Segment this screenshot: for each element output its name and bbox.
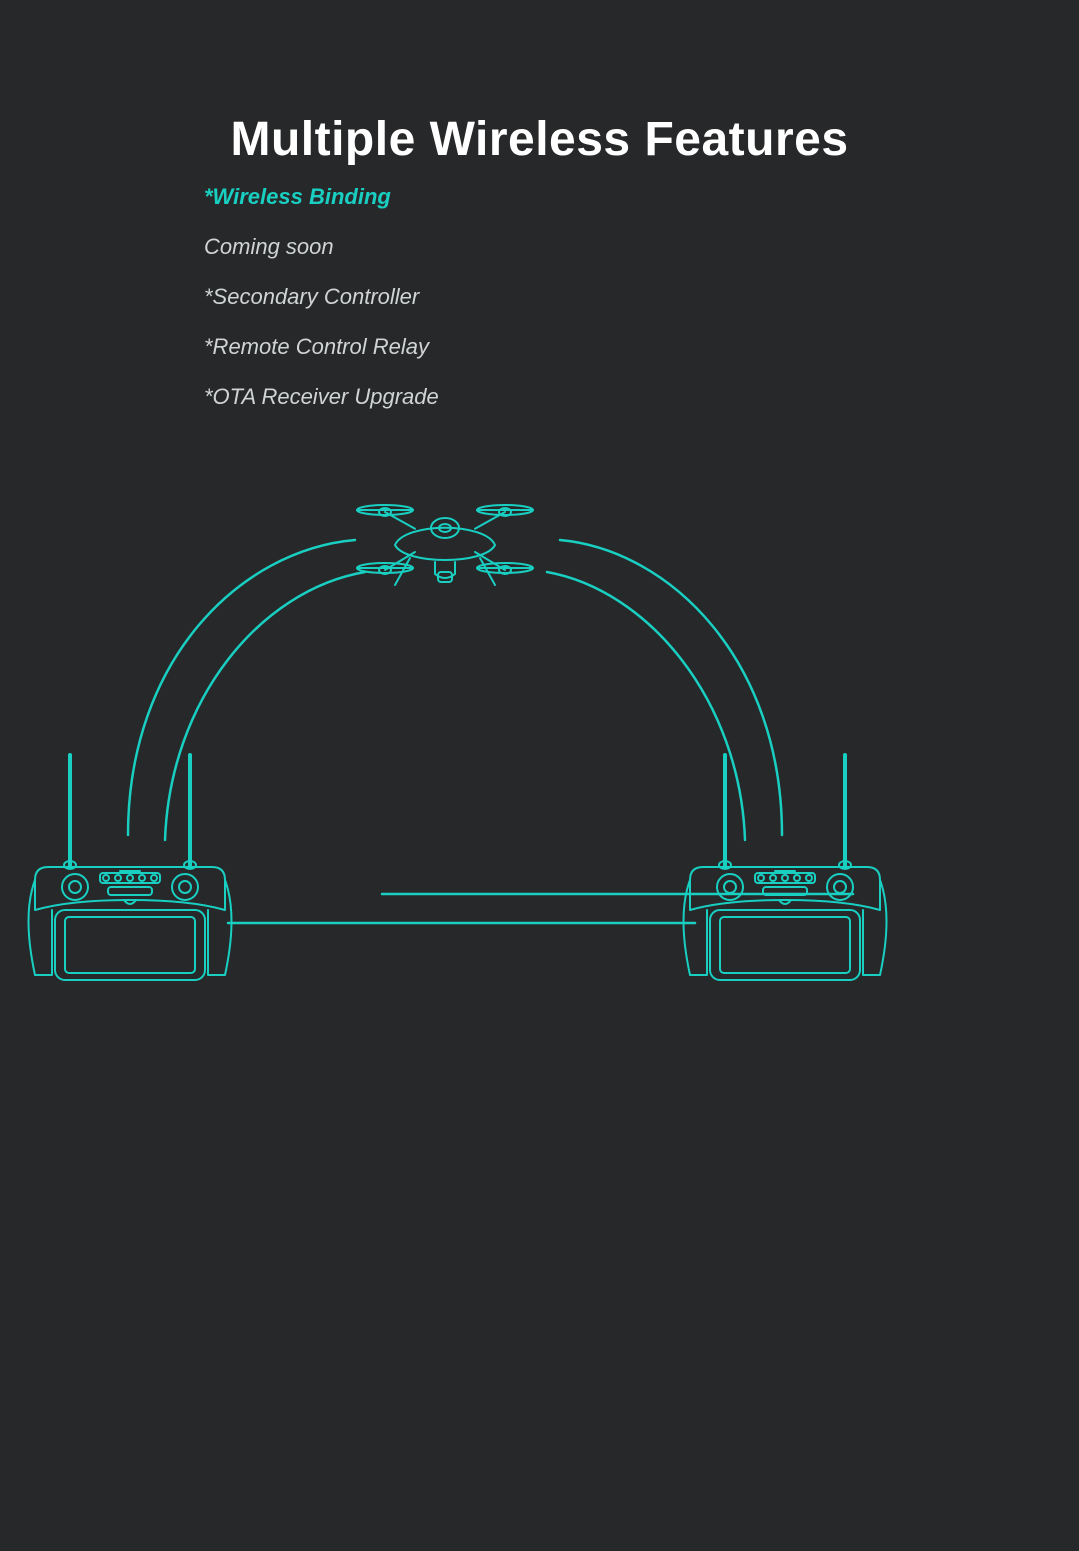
connection-diagram [0,0,1079,1551]
drone-icon [357,505,533,585]
controller-right-icon [684,755,887,980]
signal-arcs [128,540,782,840]
signal-lines [228,894,853,923]
